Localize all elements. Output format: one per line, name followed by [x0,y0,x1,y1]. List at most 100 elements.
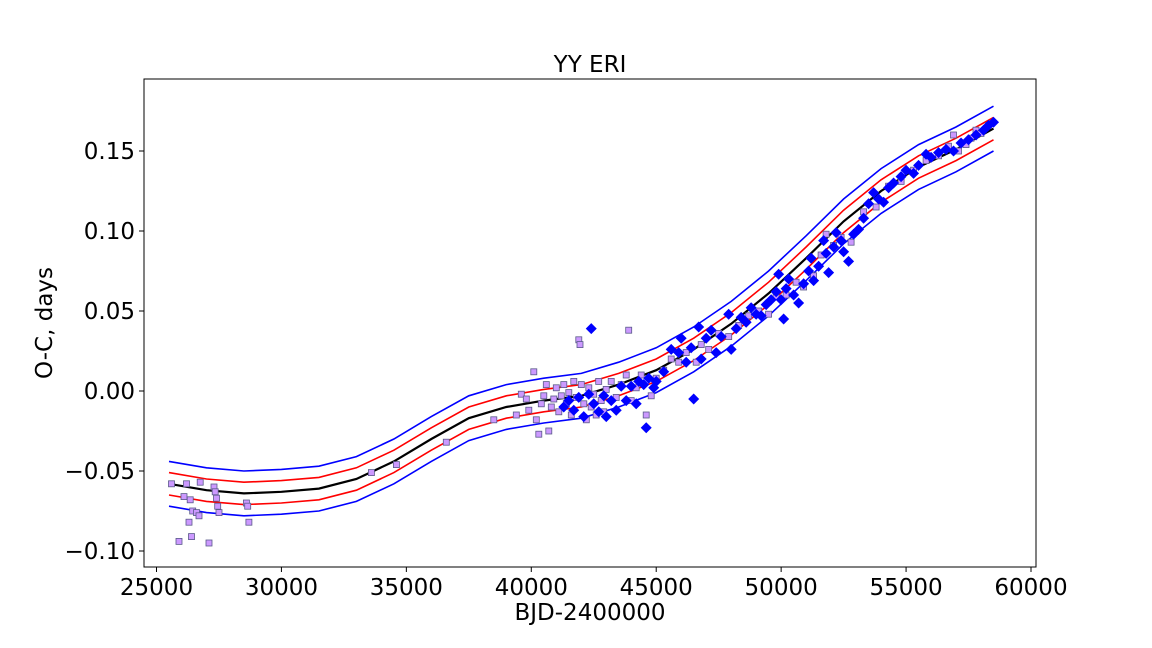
diamond-point [620,395,632,407]
square-point [175,538,183,545]
square-point [367,469,375,477]
square-point [168,480,175,488]
diamond-point [715,331,727,343]
diamond-point [680,356,692,368]
diamond-point [775,294,787,306]
chart-title: YY ERI [553,52,627,78]
square-point [705,345,713,353]
square-point [792,278,800,286]
square-point [847,238,855,246]
square-point [537,400,545,408]
diamond-point [605,395,617,407]
diamond-point [638,379,650,391]
diamond-points [558,116,1000,434]
diamond-point [805,252,817,264]
diamond-point [798,278,810,290]
plot-area [168,105,1000,547]
diamond-point [700,332,712,344]
diamond-point [685,342,697,354]
square-point [525,406,533,414]
diamond-point [788,289,800,301]
diamond-point [895,171,907,183]
diamond-point [773,268,785,280]
square-point [622,371,630,379]
x-tick-label: 25000 [120,575,193,601]
x-tick-label: 40000 [495,575,568,601]
diamond-point [593,406,605,418]
diamond-point [578,411,590,423]
x-tick-label: 60000 [994,575,1067,601]
y-tick-label: 0.00 [84,379,135,405]
diamond-point [858,212,870,224]
diamond-point [970,129,982,141]
diamond-point [695,353,707,365]
diamond-point [725,343,737,355]
square-point [392,461,400,469]
diamond-point [755,310,767,322]
diamond-point [925,151,937,163]
square-point [188,533,195,540]
diamond-point [610,404,622,416]
y-axis-title: O-C, days [32,267,58,379]
diamond-point [585,323,597,335]
square-point [211,488,219,496]
diamond-point [615,380,627,392]
square-point [822,230,830,238]
square-point [647,392,655,400]
diamond-point [710,347,722,359]
square-point [517,390,525,398]
diamond-point [793,297,805,309]
diamond-point [650,375,662,387]
square-point [490,416,498,424]
square-point [547,403,555,411]
plot-frame [143,78,1037,568]
diamond-point [988,116,1000,128]
square-point [576,341,584,349]
diamond-point [630,398,642,410]
square-point [532,416,540,424]
square-point [244,502,252,510]
square-point [542,381,550,389]
square-point [602,385,610,393]
x-axis: 25000 30000 35000 40000 45000 50000 55000 60000 [120,567,1068,601]
diamond-point [783,273,795,285]
square-point [545,427,553,435]
y-tick-label: −0.05 [65,459,135,485]
diamond-point [675,332,687,344]
diamond-point [830,227,842,239]
square-point [205,539,213,547]
y-tick-label: −0.10 [65,539,135,565]
square-point [697,341,705,349]
diamond-point [563,395,575,407]
diamond-point [803,265,815,277]
square-point [667,355,675,363]
square-point [185,518,193,526]
x-tick-label: 55000 [869,575,942,601]
square-point [195,512,203,520]
square-point [196,478,204,486]
diamond-point [820,247,832,259]
square-point [642,411,650,419]
y-tick-label: 0.05 [84,299,135,325]
x-axis-title: BJD-2400000 [514,600,665,626]
diamond-point [568,404,580,416]
diamond-point [808,275,820,287]
diamond-point [705,324,717,336]
square-point [577,381,585,389]
square-point [595,377,603,385]
diamond-point [693,321,705,333]
square-point [180,493,188,501]
square-point [214,502,222,510]
square-point [540,392,548,400]
diamond-point [573,391,585,403]
diamond-point [588,398,600,410]
square-point [637,371,645,379]
diamond-point [828,241,840,253]
square-point [215,509,223,517]
square-point [555,408,563,416]
x-tick-label: 30000 [245,575,318,601]
diamond-point [863,198,875,210]
diamond-point [658,366,670,378]
diamond-point [770,286,782,298]
x-tick-label: 50000 [745,575,818,601]
